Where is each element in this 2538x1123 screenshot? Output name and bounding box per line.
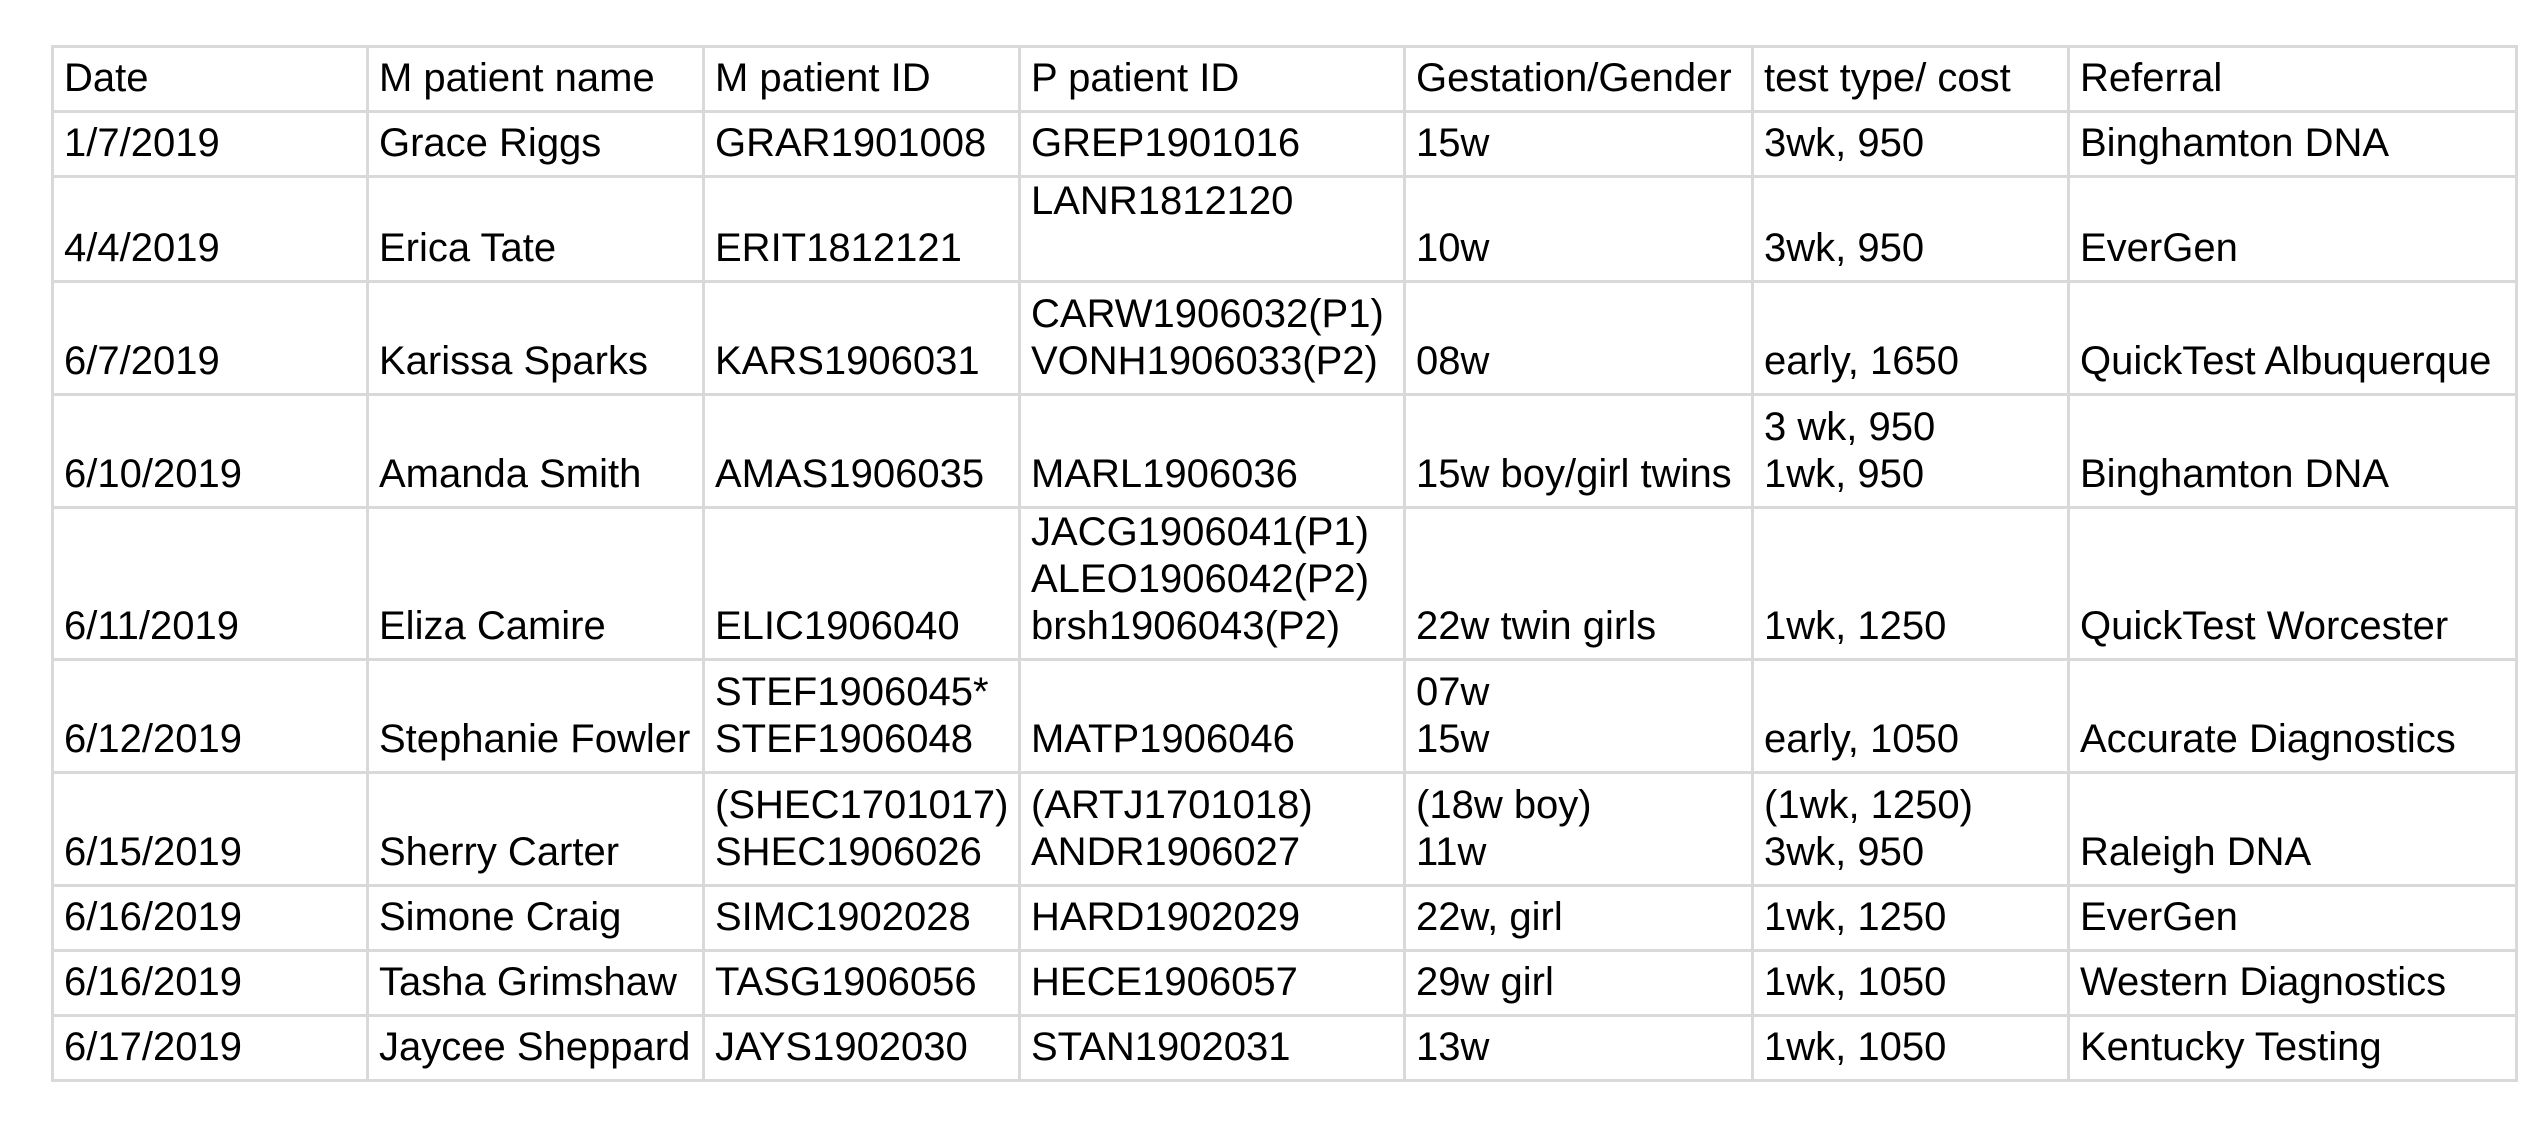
cell-gestation-gender: 15w boy/girl twins [1403,393,1754,509]
cell-test-type-cost: 3 wk, 950 1wk, 950 [1751,393,2070,509]
cell-referral: Kentucky Testing [2067,1014,2518,1082]
cell-date: 6/7/2019 [51,280,369,396]
cell-p-patient-id: HARD1902029 [1018,884,1406,952]
cell-m-patient-id: GRAR1901008 [702,110,1021,178]
cell-test-type-cost: 3wk, 950 [1751,110,2070,178]
table-row: 6/12/2019 Stephanie Fowler STEF1906045* ST… [51,658,2518,774]
cell-m-patient-id: JAYS1902030 [702,1014,1021,1082]
cell-date: 6/16/2019 [51,949,369,1017]
cell-referral: Western Diagnostics [2067,949,2518,1017]
cell-gestation-gender: 15w [1403,110,1754,178]
cell-referral: EverGen [2067,884,2518,952]
cell-test-type-cost: early, 1050 [1751,658,2070,774]
cell-test-type-cost: early, 1650 [1751,280,2070,396]
cell-referral: Raleigh DNA [2067,771,2518,887]
cell-gestation-gender: 22w, girl [1403,884,1754,952]
cell-m-patient-name: Stephanie Fowler [366,658,705,774]
cell-m-patient-name: Sherry Carter [366,771,705,887]
cell-p-patient-id: JACG1906041(P1) ALEO1906042(P2) brsh1906… [1018,506,1406,661]
cell-p-patient-id: STAN1902031 [1018,1014,1406,1082]
cell-m-patient-id: (SHEC1701017) SHEC1906026 [702,771,1021,887]
patient-table: Date M patient name M patient ID P patient … [51,45,2518,1082]
cell-m-patient-name: Erica Tate [366,175,705,283]
cell-date: 6/17/2019 [51,1014,369,1082]
column-header-m-patient-name: M patient name [366,45,705,113]
cell-gestation-gender: 22w twin girls [1403,506,1754,661]
cell-test-type-cost: 1wk, 1250 [1751,884,2070,952]
cell-date: 6/15/2019 [51,771,369,887]
cell-date: 6/11/2019 [51,506,369,661]
cell-m-patient-id: AMAS1906035 [702,393,1021,509]
cell-date: 6/12/2019 [51,658,369,774]
cell-referral: QuickTest Worcester [2067,506,2518,661]
cell-test-type-cost: 1wk, 1250 [1751,506,2070,661]
cell-referral: Binghamton DNA [2067,110,2518,178]
column-header-date: Date [51,45,369,113]
cell-p-patient-id: GREP1901016 [1018,110,1406,178]
table-row: 6/7/2019 Karissa Sparks KARS1906031 CARW190… [51,280,2518,396]
cell-m-patient-name: Tasha Grimshaw [366,949,705,1017]
cell-referral: QuickTest Albuquerque [2067,280,2518,396]
cell-date: 4/4/2019 [51,175,369,283]
cell-m-patient-id: SIMC1902028 [702,884,1021,952]
table-row: 1/7/2019 Grace Riggs GRAR1901008 GREP190101… [51,110,2518,178]
cell-p-patient-id: HECE1906057 [1018,949,1406,1017]
cell-m-patient-id: TASG1906056 [702,949,1021,1017]
column-header-referral: Referral [2067,45,2518,113]
cell-date: 6/10/2019 [51,393,369,509]
table-row: 6/16/2019 Simone Craig SIMC1902028 HARD1902… [51,884,2518,952]
cell-gestation-gender: 10w [1403,175,1754,283]
cell-m-patient-name: Amanda Smith [366,393,705,509]
table-row: 6/15/2019 Sherry Carter (SHEC1701017) SHEC… [51,771,2518,887]
table-row: 6/11/2019 Eliza Camire ELIC1906040 JACG1906… [51,506,2518,661]
cell-test-type-cost: (1wk, 1250) 3wk, 950 [1751,771,2070,887]
cell-m-patient-name: Simone Craig [366,884,705,952]
cell-referral: Binghamton DNA [2067,393,2518,509]
column-header-gestation-gender: Gestation/Gender [1403,45,1754,113]
cell-date: 6/16/2019 [51,884,369,952]
table-row: 4/4/2019 Erica Tate ERIT1812121 LANR1812120… [51,175,2518,283]
column-header-test-type-cost: test type/ cost [1751,45,2070,113]
cell-gestation-gender: 08w [1403,280,1754,396]
cell-date: 1/7/2019 [51,110,369,178]
cell-p-patient-id: (ARTJ1701018) ANDR1906027 [1018,771,1406,887]
table-row: 6/17/2019 Jaycee Sheppard JAYS1902030 STAN1… [51,1014,2518,1082]
cell-p-patient-id: MARL1906036 [1018,393,1406,509]
column-header-p-patient-id: P patient ID [1018,45,1406,113]
cell-m-patient-id: ERIT1812121 [702,175,1021,283]
cell-referral: Accurate Diagnostics [2067,658,2518,774]
cell-test-type-cost: 3wk, 950 [1751,175,2070,283]
cell-gestation-gender: 13w [1403,1014,1754,1082]
cell-m-patient-name: Grace Riggs [366,110,705,178]
cell-referral: EverGen [2067,175,2518,283]
cell-gestation-gender: 29w girl [1403,949,1754,1017]
table-row: 6/10/2019 Amanda Smith AMAS1906035 MARL1906… [51,393,2518,509]
cell-p-patient-id: CARW1906032(P1) VONH1906033(P2) [1018,280,1406,396]
cell-gestation-gender: (18w boy) 11w [1403,771,1754,887]
cell-gestation-gender: 07w 15w [1403,658,1754,774]
cell-p-patient-id: LANR1812120 [1018,175,1406,283]
cell-test-type-cost: 1wk, 1050 [1751,949,2070,1017]
table-row: 6/16/2019 Tasha Grimshaw TASG1906056 HECE19… [51,949,2518,1017]
cell-m-patient-name: Eliza Camire [366,506,705,661]
table-header-row: Date M patient name M patient ID P patient … [51,45,2518,113]
cell-p-patient-id: MATP1906046 [1018,658,1406,774]
cell-m-patient-id: STEF1906045* STEF1906048 [702,658,1021,774]
cell-m-patient-name: Jaycee Sheppard [366,1014,705,1082]
cell-m-patient-id: ELIC1906040 [702,506,1021,661]
cell-test-type-cost: 1wk, 1050 [1751,1014,2070,1082]
cell-m-patient-id: KARS1906031 [702,280,1021,396]
cell-m-patient-name: Karissa Sparks [366,280,705,396]
column-header-m-patient-id: M patient ID [702,45,1021,113]
